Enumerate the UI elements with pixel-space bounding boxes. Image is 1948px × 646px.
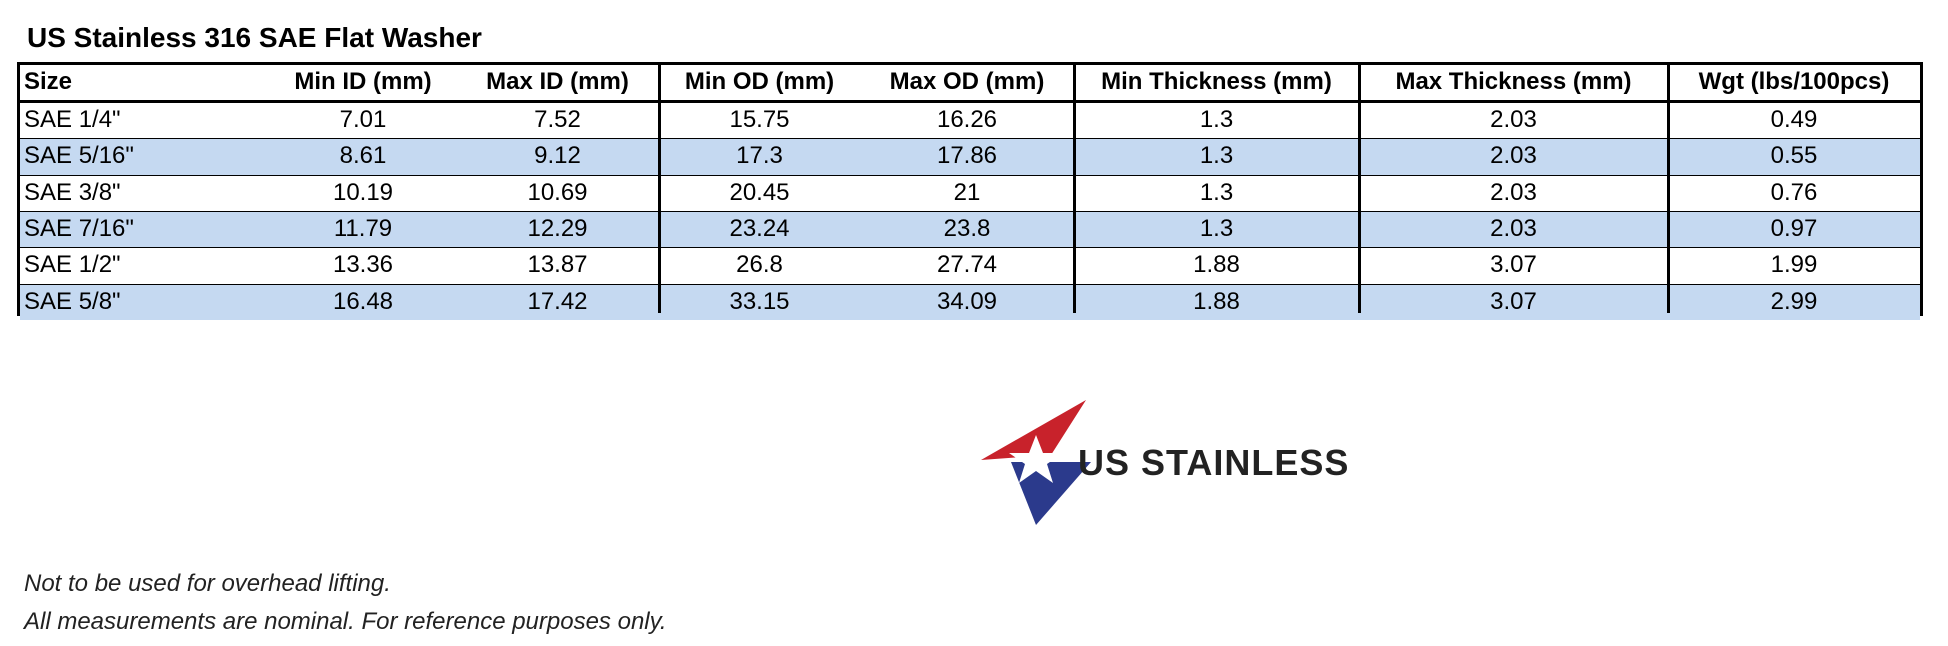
note: All measurements are nominal. For refere… [24,608,667,635]
header-cell: Max OD (mm) [889,68,1045,95]
table-cell: 13.36 [332,251,394,279]
table-cell: SAE 3/8" [24,178,121,206]
row-line [20,100,1920,103]
column-line [1073,65,1076,313]
table-cell: 17.3 [736,142,783,170]
table-cell: 2.03 [1490,214,1537,242]
table-cell: 7.52 [534,106,581,133]
table-cell: 20.45 [729,178,790,206]
table-cell: 8.61 [339,142,387,170]
table-cell: 10.19 [332,178,394,206]
table-cell: 34.09 [936,287,998,315]
header-cell: Min OD (mm) [684,68,835,95]
table-cell: 0.76 [1770,178,1818,206]
table-cell: 15.75 [729,106,790,133]
table-cell: 2.03 [1490,106,1537,133]
table-cell: 21 [953,178,981,206]
table-cell: 1.88 [1193,287,1240,315]
table-cell: SAE 1/2" [24,251,121,279]
header-cell: Max ID (mm) [486,68,629,95]
table-cell: 17.86 [936,142,998,170]
table-cell: 1.3 [1199,214,1234,242]
table-cell: 1.3 [1199,142,1234,170]
row-band [20,210,1920,248]
table-cell: 13.87 [527,251,588,279]
table-cell: 16.48 [332,287,394,315]
table-cell: 1.3 [1199,178,1234,206]
table-cell: 10.69 [527,178,588,206]
table-cell: 12.29 [527,214,588,242]
table-cell: 2.99 [1770,287,1818,315]
row-line [20,174,1920,176]
table-cell: 17.42 [527,287,588,315]
row-line [20,138,1920,140]
table-cell: 11.79 [333,214,393,242]
title: US Stainless 316 SAE Flat Washer [27,22,482,53]
table-cell: 3.07 [1490,251,1537,279]
table: Size Min ID (mm) Max ID (mm) Min OD (mm) Max… [17,62,1923,320]
table-cell: 0.97 [1770,214,1818,242]
table-cell: 0.55 [1770,142,1818,170]
table-cell: 23.8 [943,214,991,242]
row-line [20,210,1920,212]
table-cell: 9.12 [534,142,581,170]
row-line [20,283,1920,285]
table-cell: 27.74 [936,251,998,279]
row-band [20,138,1920,175]
logo-text: US STAINLESS [1078,442,1350,483]
column-line [658,65,661,313]
table-cell: SAE 5/16" [24,142,134,170]
row-band [20,283,1920,320]
table-cell: 1.3 [1199,106,1234,133]
logo-mark [981,400,1091,525]
table-cell: 0.49 [1770,106,1818,133]
header-cell: Max Thickness (mm) [1395,68,1632,95]
table-cell: 2.03 [1490,142,1537,170]
header-cell: Size [24,68,73,95]
table-cell: 26.8 [736,251,783,279]
table-cell: 23.24 [729,214,790,242]
table-cell: 16.26 [936,106,998,133]
header-cell: Wgt (lbs/100pcs) [1698,68,1890,95]
table-cell: 1.99 [1770,251,1818,279]
header-cell: Min ID (mm) [294,68,432,95]
column-line [1358,65,1361,313]
table-cell: 2.03 [1490,178,1537,206]
table-cell: SAE 7/16" [24,214,134,242]
row-line [20,247,1920,249]
table-cell: SAE 5/8" [24,287,121,315]
note: Not to be used for overhead lifting. [24,570,391,597]
table-cell: SAE 1/4" [24,106,121,133]
table-cell: 1.88 [1193,251,1240,279]
table-cell: 33.15 [729,287,790,315]
table-cell: 7.01 [339,106,387,133]
header-cell: Min Thickness (mm) [1101,68,1332,95]
table-cell: 3.07 [1490,287,1537,315]
column-line [1667,65,1670,313]
